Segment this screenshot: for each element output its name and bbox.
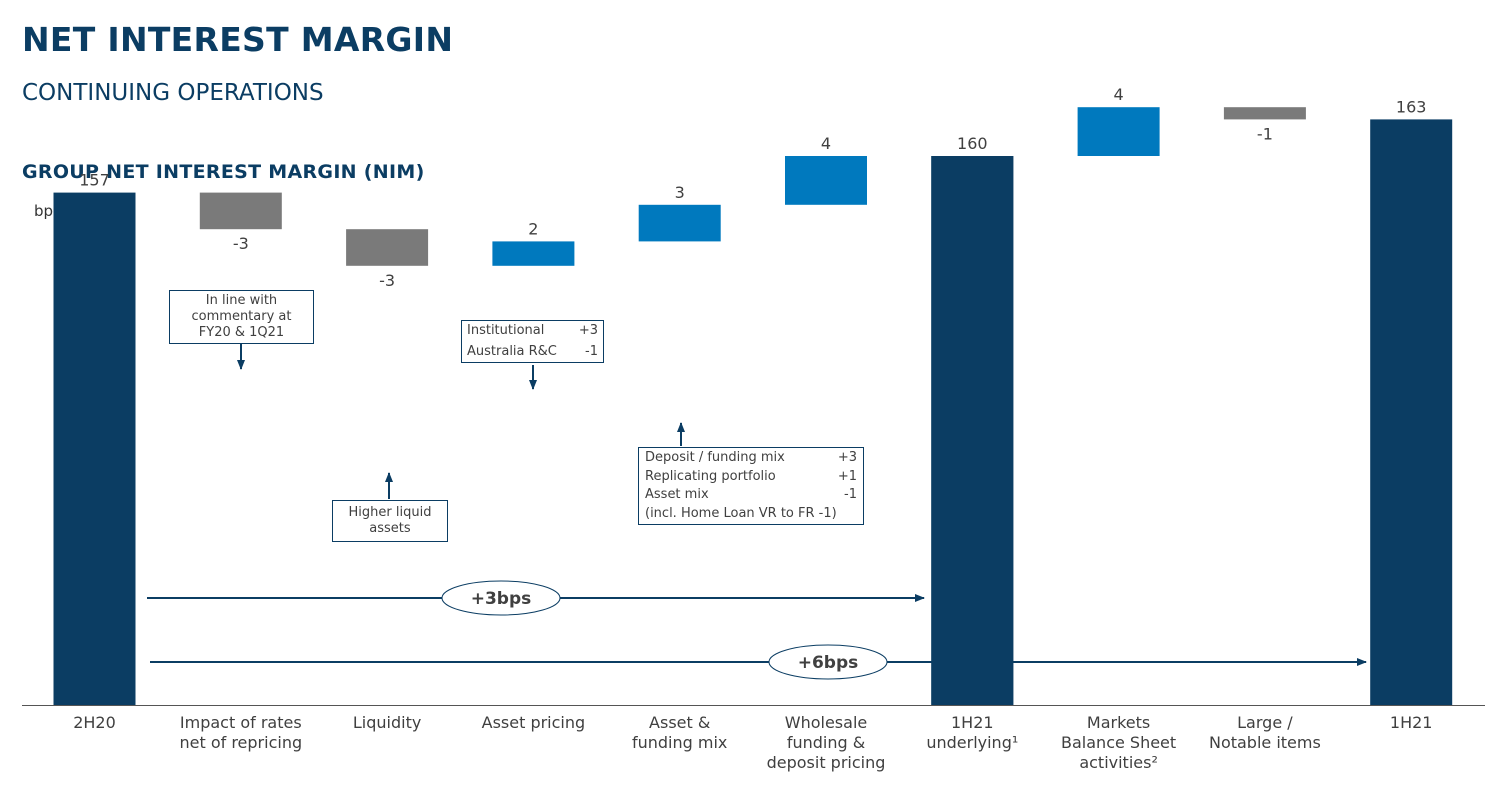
x-tick-label: Asset & funding mix [632, 713, 727, 752]
funding-mix-note-row: Deposit / funding mix +3 [645, 449, 857, 468]
bar-increase [492, 241, 575, 266]
note-row-value: +3 [837, 450, 857, 465]
page-title: NET INTEREST MARGIN [22, 20, 454, 59]
rates-note-text: In line with commentary at FY20 & 1Q21 [191, 293, 292, 340]
x-tick-label: Wholesale funding & deposit pricing [767, 713, 886, 772]
x-tick-label: Impact of rates net of repricing [179, 713, 302, 752]
funding-mix-note: Deposit / funding mix +3 Replicating por… [638, 447, 864, 525]
data-label: -3 [233, 234, 249, 253]
bridge-3bps-oval [441, 580, 561, 616]
note-row-label: Replicating portfolio [645, 468, 776, 484]
liquidity-note: Higher liquid assets [332, 500, 448, 542]
x-tick-label: Large / Notable items [1209, 713, 1321, 752]
bar-total-overlay [931, 156, 1014, 705]
note-row-label: Australia R&C [467, 344, 557, 359]
data-label: 4 [821, 134, 831, 153]
note-row-label: (incl. Home Loan VR to FR -1) [645, 505, 837, 521]
bar-increase [785, 156, 867, 205]
data-label: 2 [528, 219, 538, 238]
bridge-6bps-oval [768, 644, 888, 680]
bar-decrease [199, 192, 282, 230]
asset-pricing-note: Institutional +3 Australia R&C -1 [461, 320, 604, 363]
data-label: -3 [379, 271, 395, 290]
data-label: -1 [1257, 124, 1273, 143]
liquidity-note-text: Higher liquid assets [348, 505, 432, 536]
funding-mix-note-row: Replicating portfolio +1 [645, 468, 857, 487]
page-subtitle: CONTINUING OPERATIONS [22, 80, 324, 106]
note-row-value: +1 [837, 468, 857, 484]
data-label: 163 [1396, 97, 1427, 116]
asset-pricing-note-row: Australia R&C -1 [467, 344, 598, 360]
data-label: 4 [1114, 85, 1124, 104]
bridge-6bps-label: +6bps [798, 653, 859, 673]
x-tick-label: Asset pricing [482, 713, 586, 732]
x-tick-label: Markets Balance Sheet activities² [1061, 713, 1176, 772]
bar-total [1370, 119, 1453, 705]
funding-mix-note-row: Asset mix -1 [645, 486, 857, 505]
data-label: 160 [957, 134, 988, 153]
data-label: 157 [79, 171, 110, 190]
bar-decrease [1223, 107, 1306, 120]
chart-title: GROUP NET INTEREST MARGIN (NIM) [22, 161, 425, 183]
note-row-label: Asset mix [645, 487, 709, 502]
bar-increase [1077, 107, 1160, 156]
rates-note: In line with commentary at FY20 & 1Q21 [169, 290, 314, 344]
bridge-3bps-label: +3bps [471, 589, 532, 609]
x-tick-label: 1H21 underlying¹ [926, 713, 1018, 752]
data-label: 3 [675, 183, 685, 202]
note-row-label: Deposit / funding mix [645, 450, 785, 465]
note-row-value: -1 [844, 487, 857, 502]
bar-total [53, 192, 136, 706]
bar-decrease [346, 229, 429, 266]
note-row-label: Institutional [467, 323, 545, 338]
x-tick-label: Liquidity [353, 713, 421, 732]
funding-mix-note-row: (incl. Home Loan VR to FR -1) [645, 505, 857, 524]
note-row-value: +3 [578, 323, 598, 338]
bar-increase [638, 204, 721, 242]
note-row-value: -1 [585, 344, 598, 359]
asset-pricing-note-row: Institutional +3 [467, 323, 598, 339]
x-tick-label: 1H21 [1390, 713, 1433, 732]
x-tick-label: 2H20 [73, 713, 116, 732]
